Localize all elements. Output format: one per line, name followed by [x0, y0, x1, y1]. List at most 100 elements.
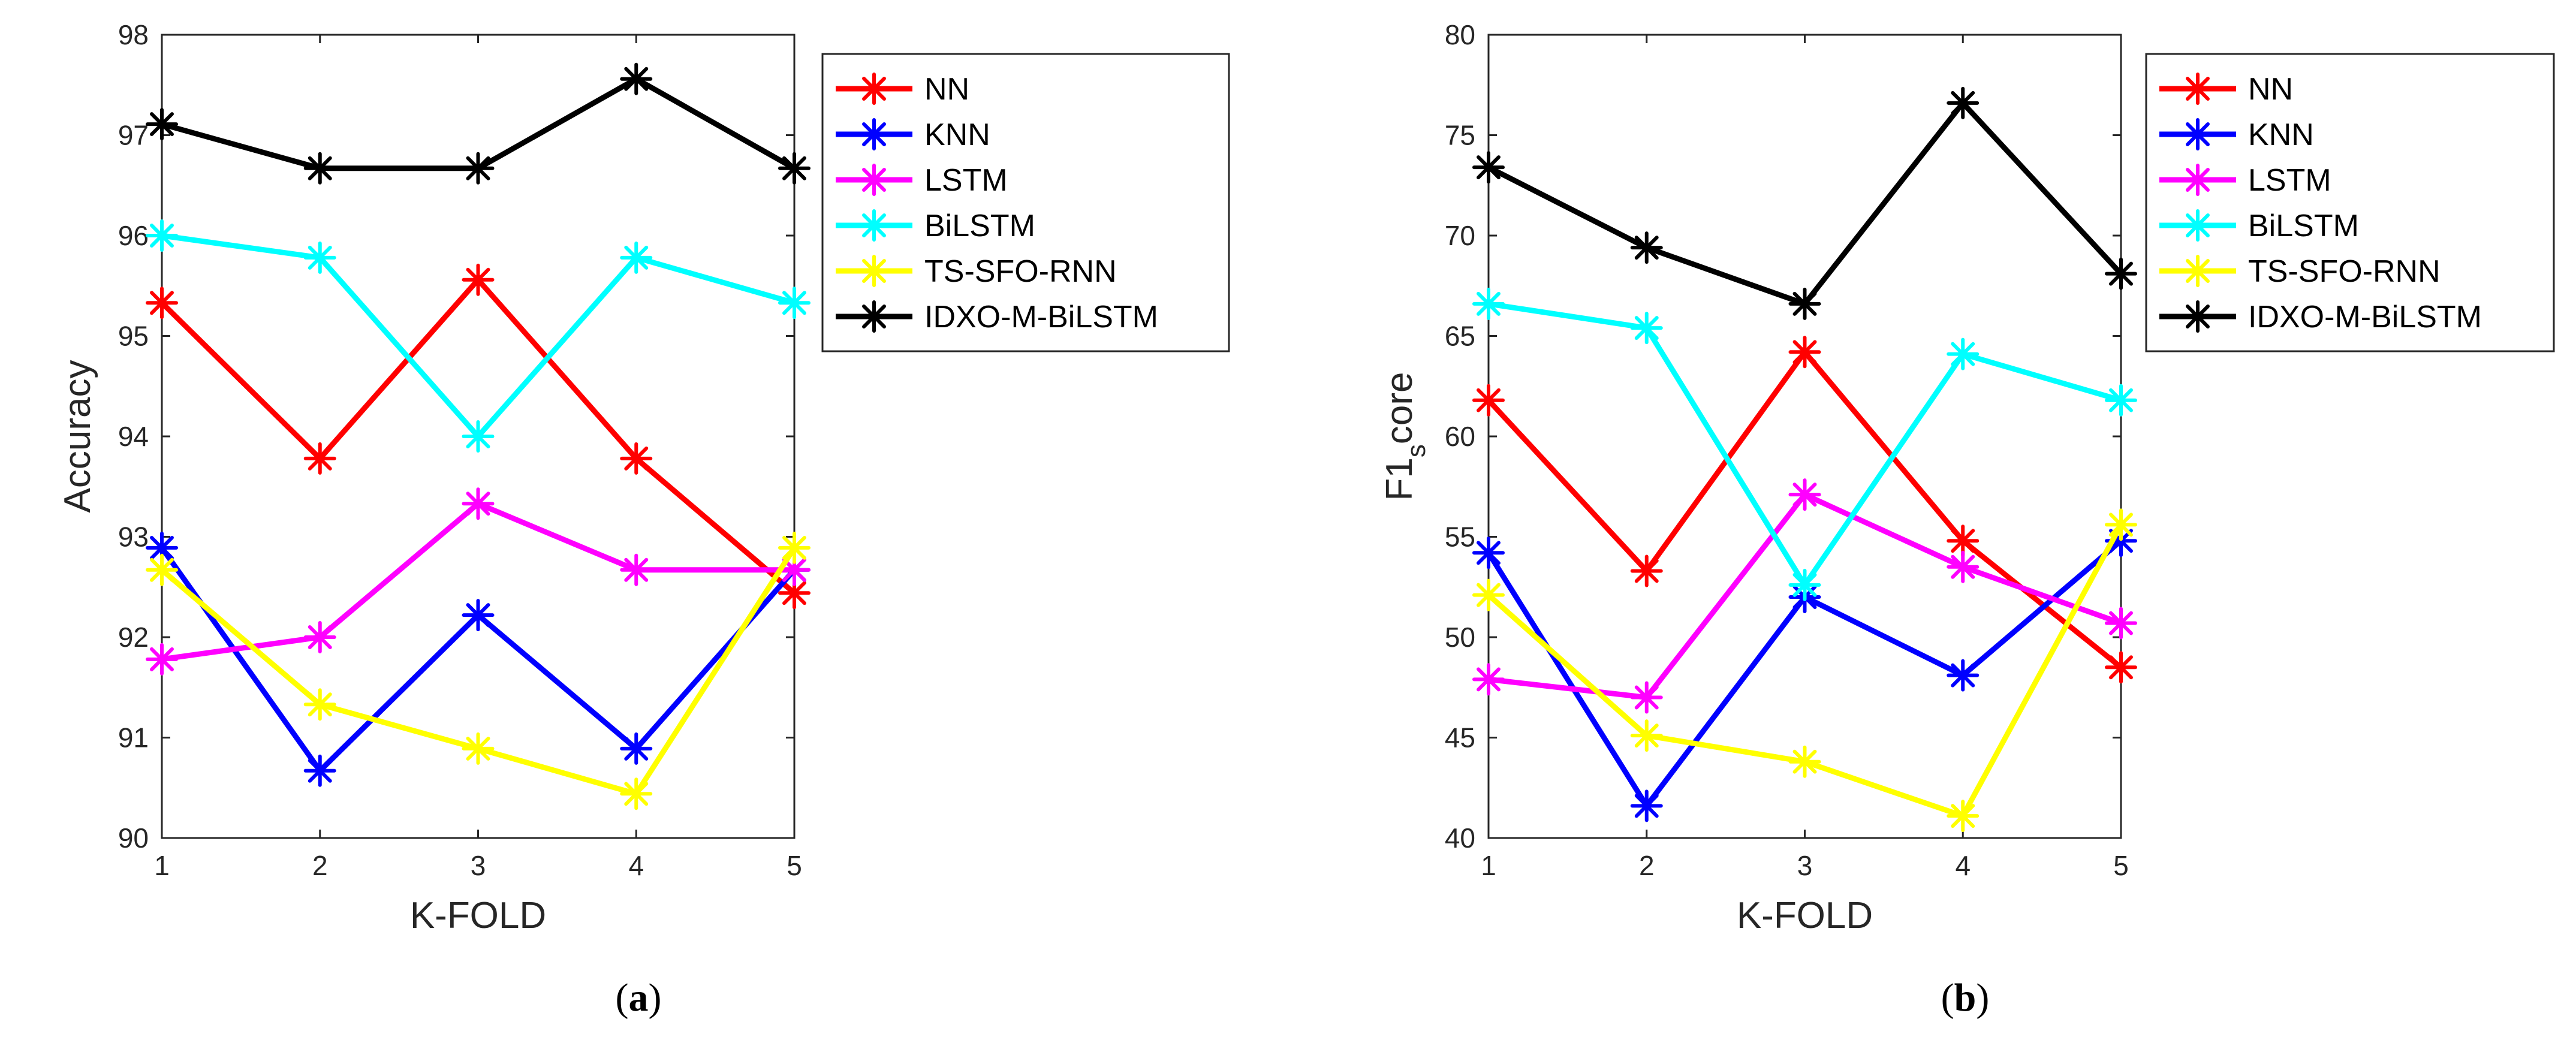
- y-tick-label: 70: [1445, 220, 1475, 251]
- data-point: [1947, 550, 1980, 583]
- legend-marker: [2182, 118, 2214, 150]
- data-point: [1788, 745, 1821, 778]
- data-point: [1788, 336, 1821, 369]
- legend: NN KNN LSTM BiLSTM TS-SFO-RNN IDXO-M-BiLSTM: [2145, 53, 2555, 352]
- plot-area: [1487, 34, 2122, 839]
- y-tick-label: 75: [1445, 120, 1475, 151]
- data-point: [462, 263, 495, 296]
- data-point: [1472, 663, 1505, 696]
- data-point: [1947, 524, 1980, 557]
- series-bilstm: [146, 219, 811, 453]
- data-point: [1630, 312, 1663, 345]
- data-point: [1630, 554, 1663, 587]
- data-point: [462, 152, 495, 185]
- series-ts-sfo-rnn: [146, 531, 811, 810]
- series-idxo-m-bilstm: [146, 62, 811, 185]
- legend-marker: [2182, 73, 2214, 105]
- data-point: [1630, 719, 1663, 752]
- data-point: [146, 108, 178, 141]
- legend-item: BiLSTM: [2159, 209, 2359, 243]
- x-tick-label: 4: [1955, 850, 1971, 881]
- data-point: [1788, 478, 1821, 511]
- x-tick-label: 1: [1481, 850, 1496, 881]
- data-point: [303, 621, 336, 653]
- x-axis-title: K-FOLD: [1737, 895, 1873, 936]
- series-nn: [146, 263, 811, 610]
- panel-label: (b): [1941, 976, 1990, 1020]
- legend-marker: [2182, 255, 2214, 287]
- x-tick-label: 2: [312, 850, 328, 881]
- data-point: [303, 688, 336, 721]
- x-tick-label: 5: [2113, 850, 2129, 881]
- data-point: [1947, 337, 1980, 370]
- y-axis-title-main: Accuracy: [57, 360, 98, 513]
- data-point: [1472, 536, 1505, 569]
- y-axis-title: F1score: [1379, 372, 1431, 501]
- legend-label: IDXO-M-BiLSTM: [924, 300, 1158, 334]
- legend-item: NN: [836, 72, 969, 107]
- series-ts-sfo-rnn: [1472, 508, 2137, 833]
- y-axis-title: Accuracy: [57, 360, 98, 513]
- legend-marker: [858, 300, 890, 333]
- legend-item: TS-SFO-RNN: [2159, 254, 2441, 289]
- data-point: [146, 219, 178, 252]
- y-tick-label: 50: [1445, 622, 1475, 653]
- data-point: [1947, 800, 1980, 833]
- panel-label-close: ): [649, 976, 662, 1020]
- data-point: [2105, 257, 2137, 290]
- legend-label: LSTM: [924, 163, 1008, 198]
- x-axis-title: K-FOLD: [410, 895, 546, 936]
- y-tick-label: 60: [1445, 421, 1475, 452]
- legend-marker: [2182, 209, 2214, 242]
- legend-item: BiLSTM: [836, 209, 1035, 243]
- legend-label: KNN: [924, 117, 990, 152]
- data-point: [2105, 384, 2137, 417]
- data-point: [620, 732, 653, 765]
- legend-item: TS-SFO-RNN: [836, 254, 1117, 289]
- series-bilstm: [1472, 287, 2137, 601]
- data-point: [620, 777, 653, 810]
- y-tick-label: 91: [118, 722, 149, 753]
- data-point: [303, 241, 336, 274]
- y-tick-label: 90: [118, 822, 149, 854]
- y-tick-label: 92: [118, 622, 149, 653]
- x-tick-label: 3: [1797, 850, 1813, 881]
- data-point: [1472, 287, 1505, 320]
- y-tick-label: 40: [1445, 822, 1475, 854]
- data-point: [778, 152, 811, 185]
- legend-marker: [858, 255, 890, 287]
- legend-label: BiLSTM: [924, 209, 1035, 243]
- data-point: [1472, 578, 1505, 611]
- legend-item: IDXO-M-BiLSTM: [2159, 300, 2482, 334]
- y-tick-label: 55: [1445, 521, 1475, 553]
- y-tick-label: 45: [1445, 722, 1475, 753]
- legend-label: TS-SFO-RNN: [924, 254, 1117, 289]
- data-point: [1472, 384, 1505, 417]
- legend-label: LSTM: [2248, 163, 2331, 198]
- y-axis-title-tail: core: [1379, 372, 1420, 445]
- legend-item: LSTM: [2159, 163, 2331, 198]
- data-point: [303, 442, 336, 475]
- legend-item: IDXO-M-BiLSTM: [836, 300, 1158, 334]
- panel-label: (a): [616, 976, 662, 1020]
- legend-label: NN: [2248, 72, 2293, 107]
- data-point: [778, 531, 811, 564]
- legend-marker: [858, 73, 890, 105]
- legend-marker: [858, 118, 890, 150]
- legend-label: NN: [924, 72, 969, 107]
- legend-label: KNN: [2248, 117, 2314, 152]
- data-point: [1630, 789, 1663, 822]
- data-point: [1788, 568, 1821, 601]
- data-point: [2105, 651, 2137, 684]
- data-point: [146, 643, 178, 676]
- x-tick-label: 2: [1639, 850, 1655, 881]
- data-point: [2105, 508, 2137, 541]
- legend-marker: [2182, 164, 2214, 196]
- x-tick-label: 3: [471, 850, 486, 881]
- data-point: [2105, 607, 2137, 640]
- legend-item: LSTM: [836, 163, 1008, 198]
- data-point: [1788, 287, 1821, 320]
- data-point: [1947, 86, 1980, 119]
- data-point: [303, 152, 336, 185]
